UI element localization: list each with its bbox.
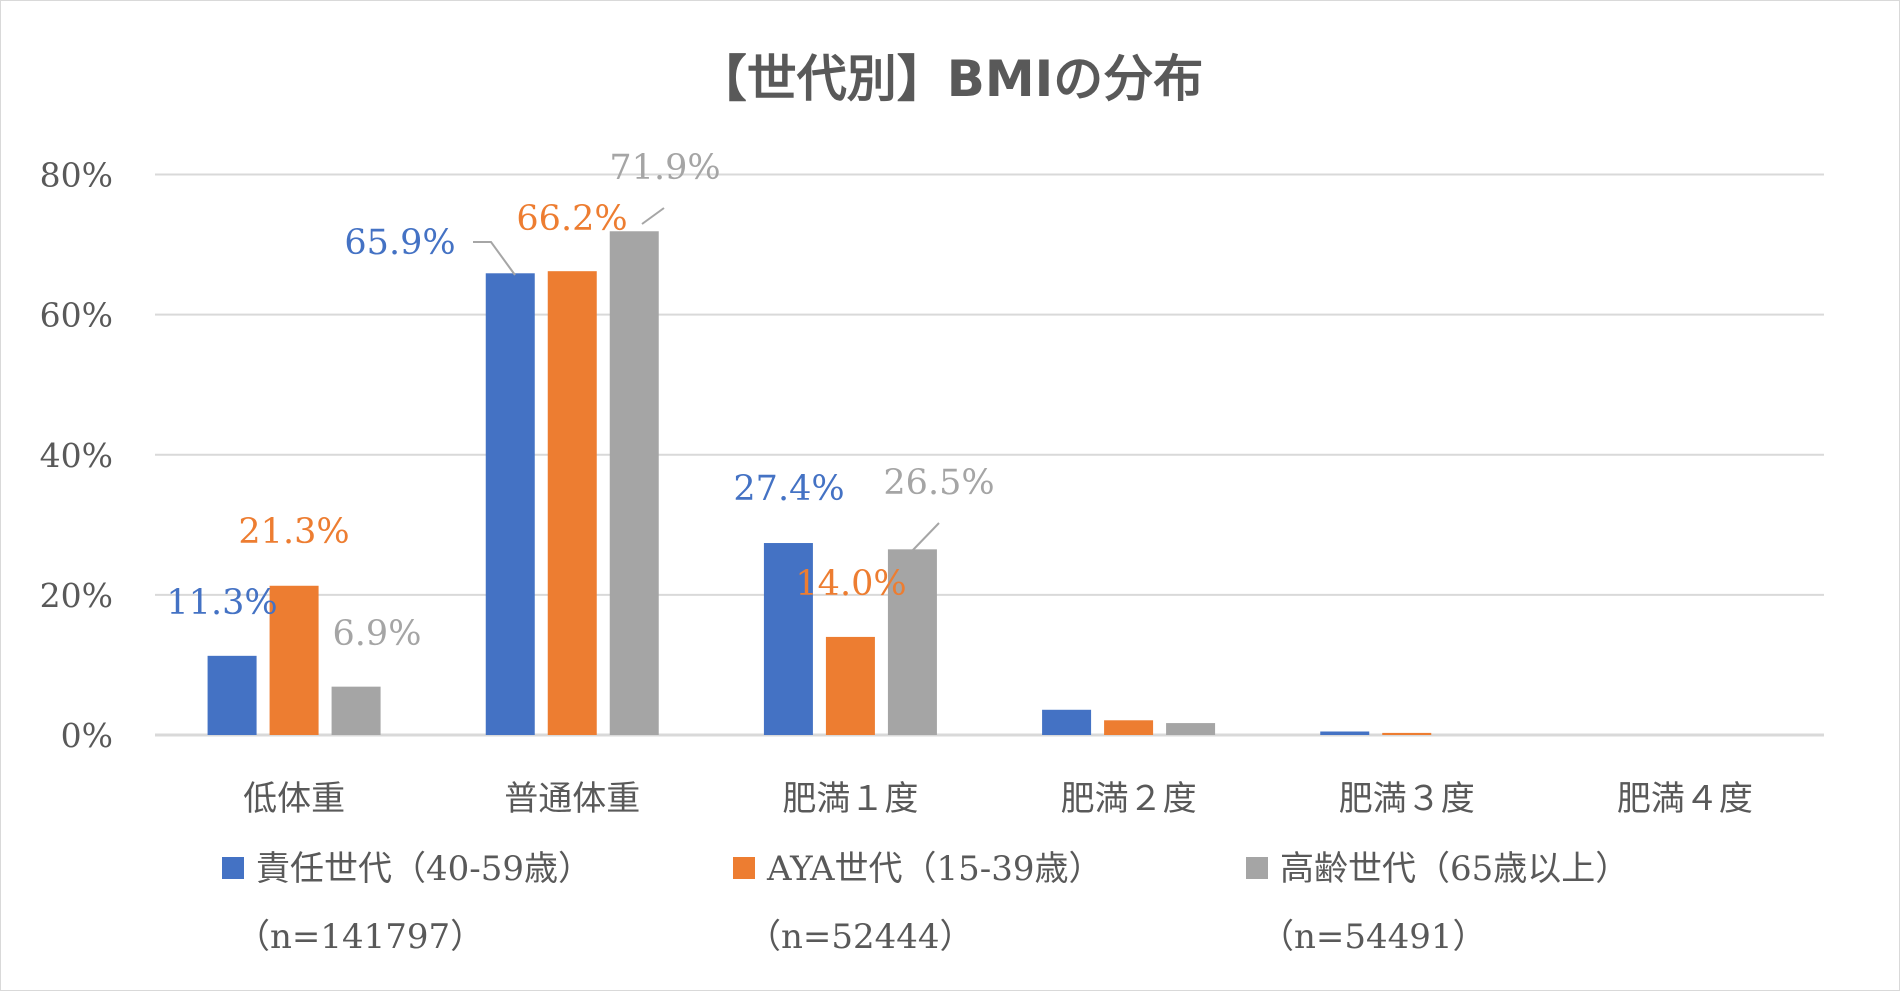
data-label: 66.2% — [516, 199, 627, 239]
x-tick-label: 肥満１度 — [782, 779, 918, 819]
legend-item: 責任世代（40-59歳） （n=141797） — [222, 849, 592, 957]
leader-line — [473, 241, 516, 276]
bar — [825, 636, 875, 735]
y-tick-label: 80% — [40, 156, 113, 195]
bar — [1320, 731, 1370, 735]
legend-label: AYA世代（15-39歳） — [766, 849, 1103, 889]
data-label: 14.0% — [795, 564, 906, 604]
legend-label: 高齢世代（65歳以上） — [1280, 849, 1629, 889]
data-label: 65.9% — [344, 223, 455, 263]
data-label: 6.9% — [333, 614, 422, 654]
data-label: 21.3% — [238, 512, 349, 552]
legend-swatch — [222, 857, 244, 879]
data-label: 27.4% — [733, 469, 844, 509]
y-tick-label: 0% — [61, 716, 113, 755]
x-tick-label: 肥満２度 — [1061, 779, 1197, 819]
x-tick-label: 肥満３度 — [1339, 779, 1475, 819]
bar — [609, 231, 659, 736]
legend-swatch — [1246, 857, 1268, 879]
bar — [763, 543, 813, 735]
chart-title: 【世代別】BMIの分布 — [697, 50, 1203, 108]
bar — [1042, 709, 1092, 735]
legend-n-label: （n=141797） — [236, 917, 484, 957]
leader-line — [911, 522, 940, 552]
data-label: 71.9% — [609, 148, 720, 188]
y-tick-label: 60% — [40, 296, 113, 335]
x-tick-label: 肥満４度 — [1617, 779, 1753, 819]
bar — [485, 273, 535, 735]
data-label: 11.3% — [166, 583, 277, 623]
x-tick-label: 普通体重 — [504, 779, 640, 819]
x-tick-label: 低体重 — [243, 779, 345, 819]
bar — [269, 585, 319, 735]
bar — [1104, 720, 1154, 735]
y-tick-label: 20% — [40, 576, 113, 615]
bar — [1382, 732, 1432, 735]
bar — [887, 549, 937, 735]
legend-n-label: （n=52444） — [747, 917, 974, 957]
y-tick-label: 40% — [40, 436, 113, 475]
legend-item: AYA世代（15-39歳） （n=52444） — [733, 849, 1103, 957]
legend-item: 高齢世代（65歳以上） （n=54491） — [1246, 849, 1629, 957]
bar — [331, 686, 381, 735]
legend-label: 責任世代（40-59歳） — [256, 849, 592, 889]
leader-line — [641, 207, 665, 225]
legend-swatch — [733, 857, 755, 879]
bar — [547, 271, 597, 735]
bar — [207, 655, 257, 735]
data-label: 26.5% — [883, 463, 994, 503]
legend-n-label: （n=54491） — [1260, 917, 1487, 957]
bar — [1166, 723, 1216, 735]
